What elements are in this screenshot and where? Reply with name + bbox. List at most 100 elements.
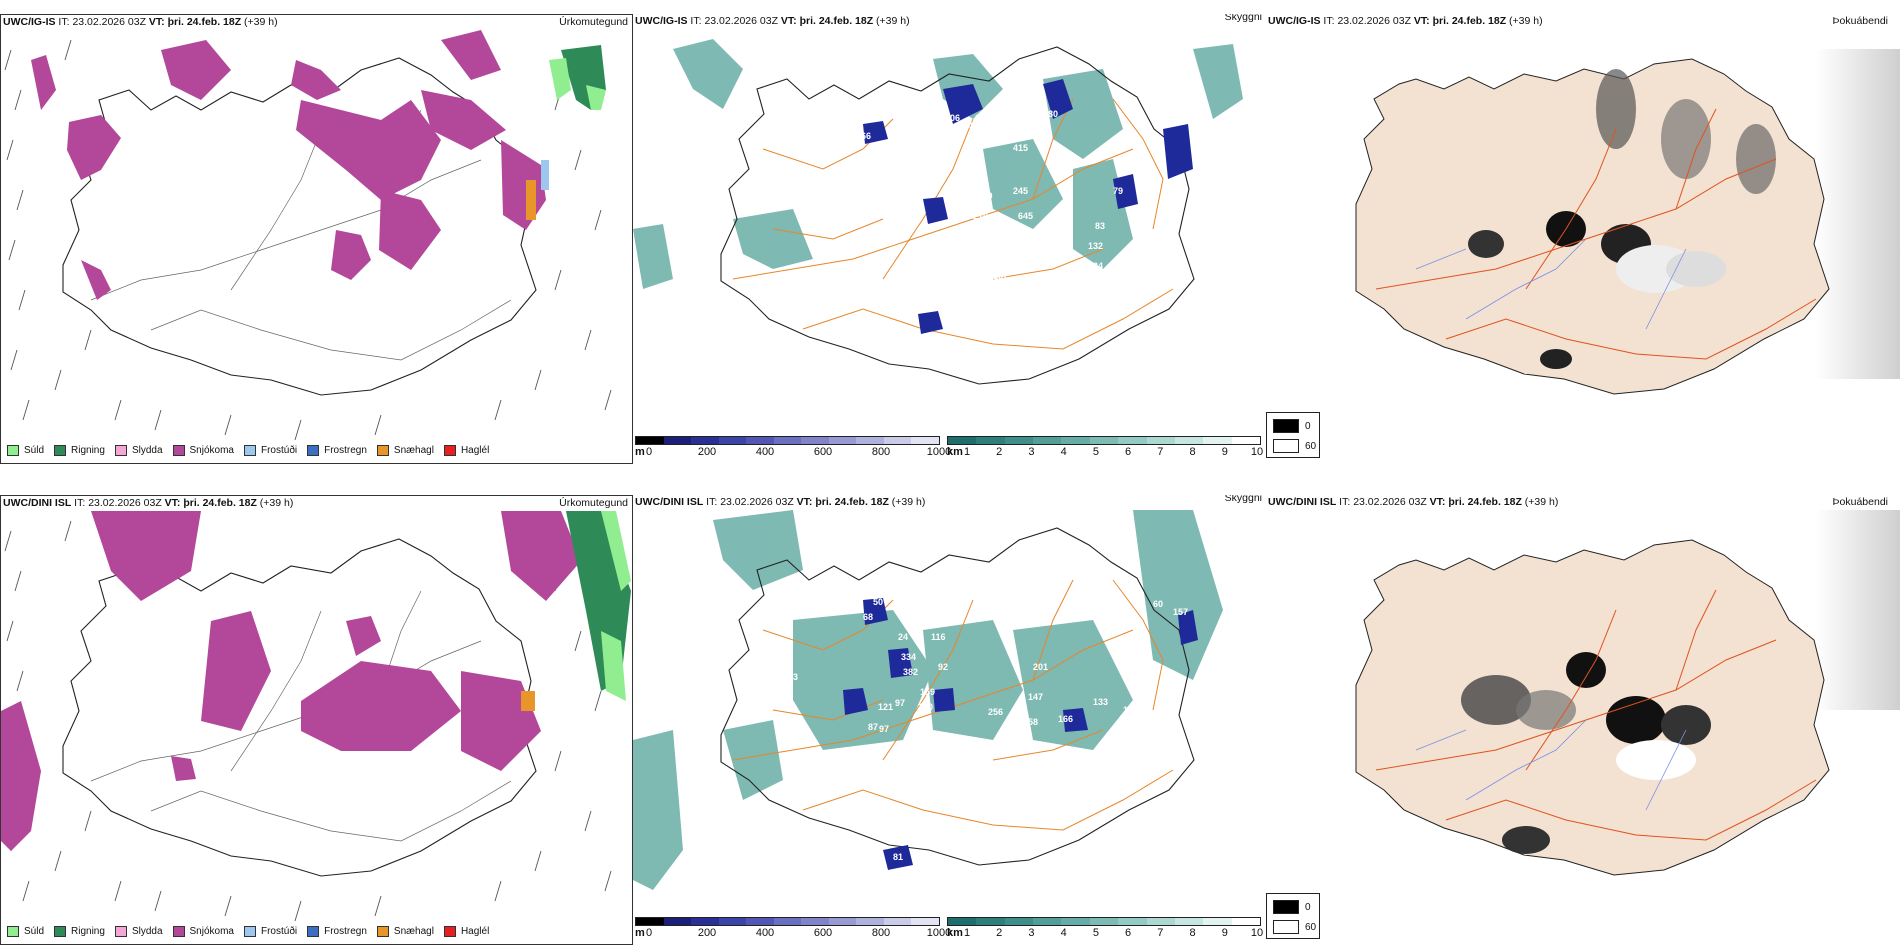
- legend-value: 0: [1305, 421, 1311, 432]
- height-label: 113: [931, 99, 946, 109]
- precip-legend: Súld Rigning Slydda Snjókoma Frostúði Fr…: [7, 443, 489, 457]
- legend-item: Haglél: [443, 925, 489, 937]
- lead-time: (+39 h): [891, 496, 926, 508]
- lead-time: (+39 h): [259, 497, 294, 509]
- height-label: 159: [920, 687, 935, 697]
- colorbar-tick: 8: [1189, 927, 1196, 939]
- vt-label: VT:: [780, 15, 797, 27]
- panel-title: Skyggni: [1224, 495, 1262, 504]
- legend-item: Slydda: [114, 925, 163, 937]
- colorbar-segment: [911, 918, 940, 925]
- visibility-map: 113 106 143 66 154 178 180 229 415 101 119 245 58 54 7…: [633, 29, 1266, 429]
- legend-item: Rigning: [54, 925, 105, 937]
- model-name: UWC/DINI ISL: [635, 496, 704, 508]
- legend-label: Snjókoma: [189, 444, 234, 456]
- colorbar-tick: 4: [1060, 446, 1067, 458]
- colorbar-segment: [1203, 437, 1232, 444]
- panel-header: UWC/DINI ISL IT: 23.02.2026 03Z VT: þri.…: [1266, 495, 1900, 509]
- colorbar-segment: [801, 918, 829, 925]
- panel-header: UWC/IG-IS IT: 23.02.2026 03Z VT: þri. 24…: [1, 15, 632, 29]
- colorbar-segment: [746, 437, 774, 444]
- vt-value: þri. 24.feb. 18Z: [1448, 496, 1522, 508]
- colorbar-segment: [1118, 918, 1147, 925]
- colorbar-segment: [1004, 437, 1034, 444]
- colorbar-tick: 4: [1060, 927, 1067, 939]
- height-label: 149: [951, 271, 966, 281]
- height-label: 166: [1058, 714, 1073, 724]
- height-label: 50: [873, 597, 883, 607]
- height-label: 119: [978, 191, 993, 201]
- fog-indicator-panel-bottom: UWC/DINI ISL IT: 23.02.2026 03Z VT: þri.…: [1266, 495, 1900, 945]
- visibility-map: 15 50 68 24 116 334 382 92 3 159 150 121 97 87 97 256 14…: [633, 510, 1266, 910]
- height-label: 24: [898, 632, 908, 642]
- colorbar-segment: [828, 437, 857, 444]
- colorbar-tick: 10: [1250, 927, 1264, 939]
- colorbar-segment: [911, 437, 940, 444]
- vt-value: þri. 24.feb. 18Z: [799, 15, 874, 27]
- height-label: 102: [933, 246, 948, 256]
- vt-value: þri. 24.feb. 18Z: [1432, 15, 1507, 27]
- vt-label: VT:: [148, 16, 165, 28]
- legend-label: Frostúði: [260, 444, 298, 456]
- it-label: IT:: [58, 16, 70, 28]
- colorbar-segment: [663, 437, 692, 444]
- colorbar-tick: 5: [1092, 927, 1099, 939]
- fog-shading: [1468, 69, 1776, 369]
- panel-title: Úrkomutegund: [559, 497, 628, 509]
- colorbar-tick: 2: [996, 446, 1003, 458]
- legend-label: Slydda: [131, 925, 163, 937]
- height-label: 147: [1028, 692, 1043, 702]
- vt-label: VT:: [1413, 15, 1430, 27]
- colorbar-tick: 200: [697, 927, 717, 939]
- legend-label: Slydda: [131, 444, 163, 456]
- height-label: 167: [993, 271, 1008, 281]
- legend-label: Frostregn: [324, 925, 367, 937]
- low-ceiling-areas: [863, 79, 1193, 334]
- colorbar-tick: 10: [1250, 446, 1264, 458]
- colorbar-tick: 1000: [926, 927, 952, 939]
- colorbar-unit: m: [635, 927, 645, 939]
- colorbar-segment: [1089, 437, 1119, 444]
- vt-value: þri. 24.feb. 18Z: [183, 497, 257, 509]
- offshore-fog: [1816, 510, 1900, 710]
- colorbar-segment: [1118, 437, 1147, 444]
- height-label: 68: [863, 612, 873, 622]
- legend-label: Snæhagl: [393, 925, 434, 937]
- iceland-coastline: [720, 527, 1195, 866]
- vt-value: þri. 24.feb. 18Z: [167, 16, 242, 28]
- visibility-colorbar: km 1 2 3 4 5 6 7 8 9 10: [947, 436, 1264, 462]
- colorbar-tick: 6: [1125, 446, 1132, 458]
- colorbar-segment: [856, 918, 884, 925]
- height-label: 54: [1118, 166, 1128, 176]
- colorbar-segment: [1033, 918, 1062, 925]
- legend-item: Frostregn: [307, 925, 367, 937]
- model-name: UWC/IG-IS: [635, 15, 688, 27]
- colorbar-segment: [976, 437, 1005, 444]
- colorbar-tick: 2: [996, 927, 1003, 939]
- height-label: 24: [1093, 261, 1103, 271]
- visibility-panel-bottom: UWC/DINI ISL IT: 23.02.2026 03Z VT: þri.…: [633, 495, 1266, 945]
- height-label: 79: [811, 762, 821, 772]
- fog-fields: [633, 510, 1223, 890]
- panel-header: UWC/DINI ISL IT: 23.02.2026 03Z VT: þri.…: [633, 495, 1266, 509]
- legend-label: Snjókoma: [189, 925, 234, 937]
- colorbar-segment: [773, 437, 802, 444]
- colorbar-tick: 400: [755, 927, 775, 939]
- height-label: 245: [1013, 186, 1028, 196]
- it-value: 23.02.2026 03Z: [720, 496, 794, 508]
- legend-swatch: [376, 444, 389, 456]
- legend-swatch: [376, 925, 389, 937]
- panel-title: Skyggni: [1224, 14, 1262, 23]
- legend-value: 0: [1305, 902, 1311, 913]
- fog-shading: [1461, 652, 1711, 854]
- legend-label: Rigning: [71, 444, 105, 456]
- it-label: IT:: [706, 496, 718, 508]
- legend-value: 60: [1305, 441, 1317, 452]
- colorbar-tick: 600: [813, 927, 833, 939]
- legend-swatch: [243, 925, 256, 937]
- legend-swatch: [54, 925, 67, 937]
- colorbar-tick: 0: [645, 927, 653, 939]
- legend-swatch: [7, 925, 19, 937]
- colorbar-unit: km: [947, 446, 963, 458]
